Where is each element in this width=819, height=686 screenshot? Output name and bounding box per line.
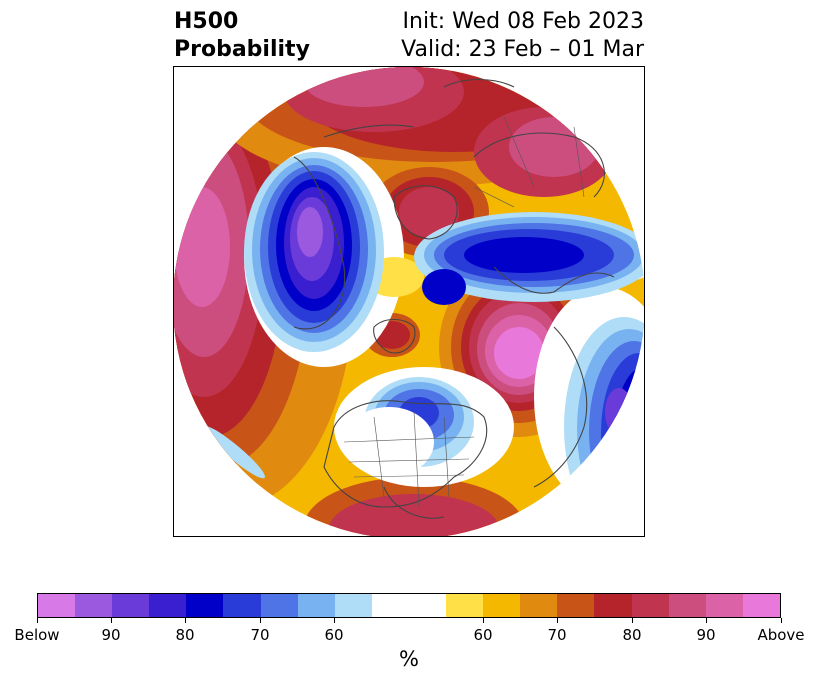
colorbar-segment [260,594,298,617]
colorbar-tick [185,618,186,623]
probability-map [174,67,644,536]
map-panel [173,66,645,537]
colorbar-tick-label: 90 [101,626,121,644]
colorbar-segment [483,594,521,617]
coastlines [293,79,615,519]
colorbar-tick [334,618,335,623]
colorbar-segment [223,594,261,617]
colorbar-tick [111,618,112,623]
colorbar-tick [260,618,261,623]
title-right: Init: Wed 08 Feb 2023 Valid: 23 Feb – 01… [401,8,644,64]
colorbar-tick [557,618,558,623]
colorbar-segment [38,594,76,617]
colorbar-segment [668,594,706,617]
colorbar-segment [742,594,780,617]
colorbar-segment [149,594,187,617]
init-date: Init: Wed 08 Feb 2023 [402,9,644,34]
colorbar-tick [37,618,38,623]
colorbar-segment [334,594,372,617]
title-product: Probability [174,37,310,62]
colorbar-unit-label: % [399,647,419,671]
colorbar-segment [631,594,669,617]
valid-range: Valid: 23 Feb – 01 Mar [401,37,644,62]
title-variable: H500 [174,9,239,34]
title-left: H500 Probability [174,8,310,64]
colorbar-segment [594,594,632,617]
colorbar-segment [297,594,335,617]
colorbar-segment [557,594,595,617]
colorbar-tick [483,618,484,623]
colorbar-tick-label: 70 [250,626,270,644]
colorbar-tick-label: 80 [175,626,195,644]
colorbar-tick-label: 60 [473,626,493,644]
colorbar-tick [706,618,707,623]
colorbar-segment [371,594,447,617]
colorbar-tick-label: 70 [547,626,567,644]
colorbar [37,593,781,618]
colorbar-segment [705,594,743,617]
colorbar-tick-label: 60 [324,626,344,644]
borders [343,116,585,508]
colorbar-tick [632,618,633,623]
colorbar-tick-label: 90 [696,626,716,644]
colorbar-tick [781,618,782,623]
colorbar-segment [186,594,224,617]
colorbar-tick-label: Below [14,626,60,644]
colorbar-segment [520,594,558,617]
colorbar-segment [75,594,113,617]
colorbar-tick-label: Above [757,626,805,644]
colorbar-tick-label: 80 [622,626,642,644]
colorbar-segment [446,594,484,617]
colorbar-segment [112,594,150,617]
